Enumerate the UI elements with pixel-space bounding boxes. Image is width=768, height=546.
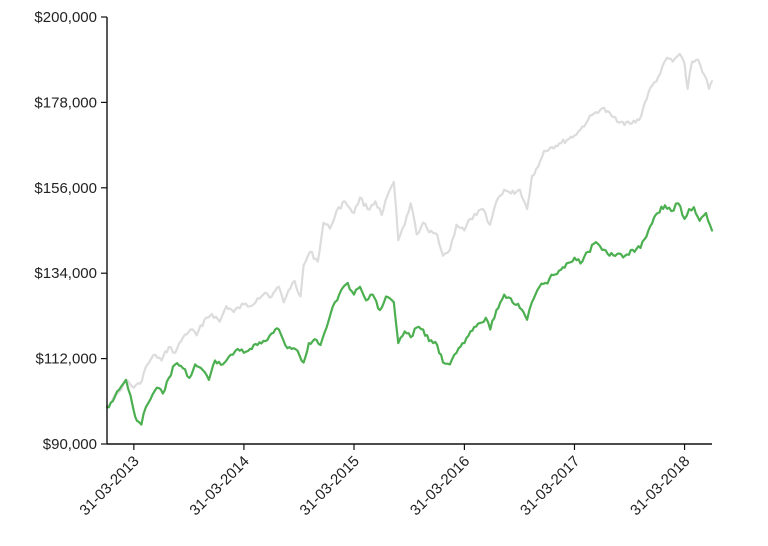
y-tick-label-0: $90,000 xyxy=(43,436,97,453)
series-layer xyxy=(105,52,714,426)
y-tick-label-2: $134,000 xyxy=(34,265,97,282)
x-tick-label-4: 31-03-2017 xyxy=(517,453,583,519)
series-line-2 xyxy=(105,202,714,426)
y-ticks: $90,000 $112,000 $134,000 $156,000 $178,000 $… xyxy=(34,9,107,453)
y-tick-label-1: $112,000 xyxy=(36,351,97,368)
y-tick-label-3: $156,000 xyxy=(34,180,97,197)
y-tick-label-4: $178,000 xyxy=(34,94,97,111)
x-tick-label-2: 31-03-2015 xyxy=(297,453,363,519)
axes-layer xyxy=(106,17,712,445)
x-tick-label-1: 31-03-2014 xyxy=(186,453,252,519)
x-tick-label-5: 31-03-2018 xyxy=(627,453,693,519)
x-tick-label-3: 31-03-2016 xyxy=(407,453,473,519)
y-tick-label-5: $200,000 xyxy=(34,9,97,26)
series-line-1 xyxy=(105,52,714,407)
x-ticks: 31-03-2013 31-03-2014 31-03-2015 31-03-2016… xyxy=(76,444,693,519)
x-tick-label-0: 31-03-2013 xyxy=(76,453,142,519)
